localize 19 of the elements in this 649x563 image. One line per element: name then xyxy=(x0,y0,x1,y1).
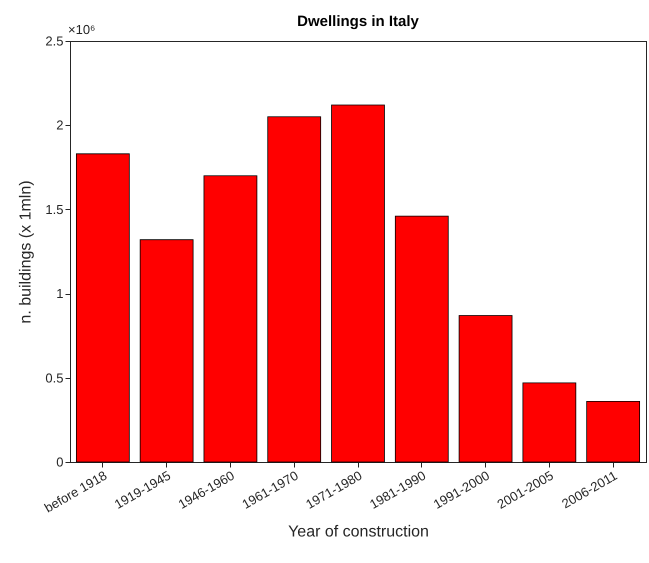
bar xyxy=(586,400,640,462)
bar xyxy=(522,382,576,462)
text: ×10⁶ xyxy=(68,22,96,37)
y-tick-label: 0 xyxy=(56,454,64,470)
bar xyxy=(140,239,194,462)
bar xyxy=(267,116,322,462)
y-tick-label: 1.5 xyxy=(45,202,64,217)
x-axis-title: Year of construction xyxy=(288,523,429,540)
chart-title: Dwellings in Italy xyxy=(297,13,420,30)
y-axis-title: n. buildings (x 1mln) xyxy=(17,180,34,324)
y-tick-label: 2 xyxy=(56,118,64,133)
bar xyxy=(204,175,258,462)
bar xyxy=(394,216,449,462)
y-tick-label: 2.5 xyxy=(45,34,64,48)
bar xyxy=(458,315,512,462)
y-tick-label: 1 xyxy=(56,286,64,302)
bar xyxy=(331,104,385,462)
y-tick-label: 0.5 xyxy=(45,370,64,386)
bar xyxy=(76,153,130,462)
